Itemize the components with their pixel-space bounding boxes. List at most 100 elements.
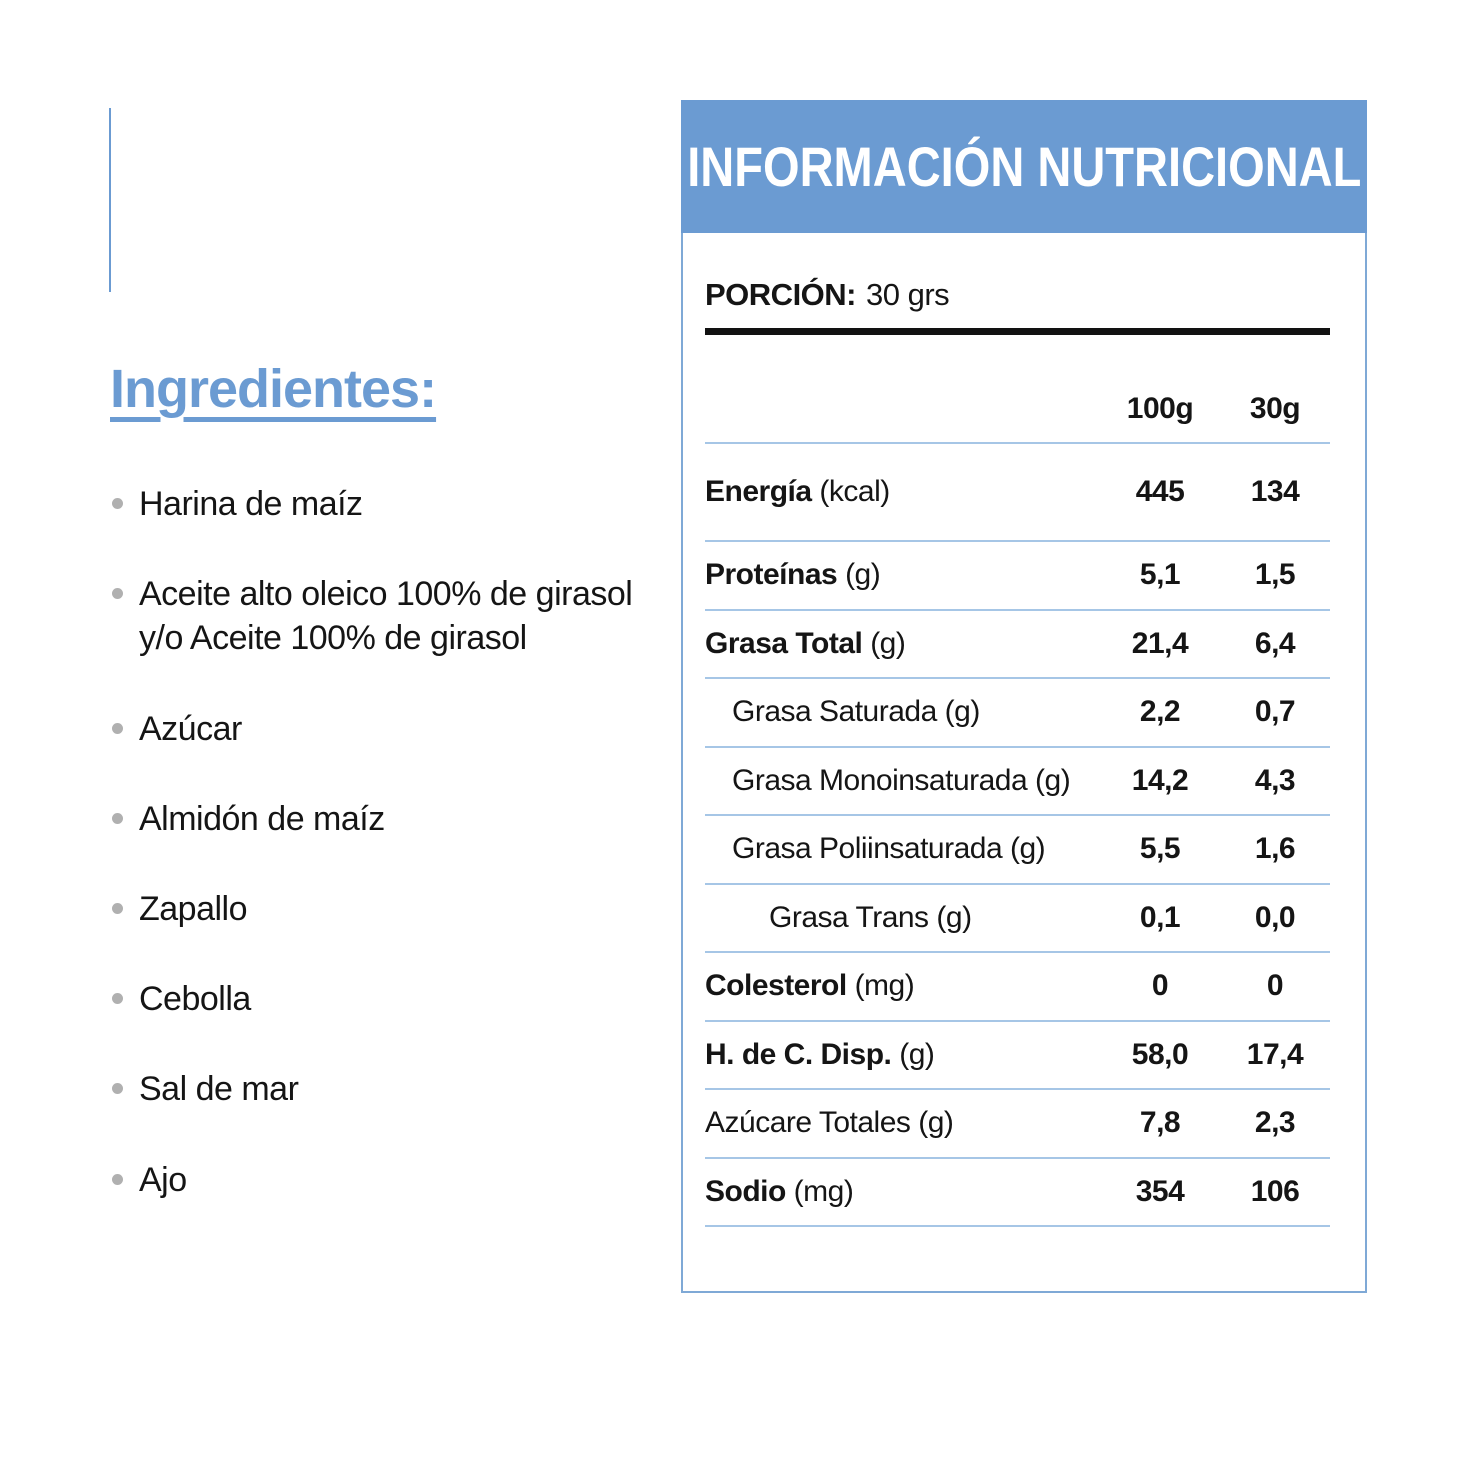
- value-per-30g: 1,6: [1254, 832, 1296, 866]
- nutrient-unit: (g): [899, 1037, 935, 1071]
- bullet-icon: [112, 993, 123, 1005]
- value-per-30g: 0,7: [1254, 695, 1296, 729]
- nutrient-unit: (kcal): [819, 475, 890, 508]
- nutrient-unit: (g): [845, 558, 881, 592]
- nutrient-name: Azúcare Totales: [705, 1106, 911, 1140]
- nutrient-row: Sodio (mg) 354 106: [705, 1159, 1330, 1227]
- bullet-icon: [112, 903, 123, 915]
- nutrient-label: Sodio (mg): [705, 1175, 1100, 1209]
- column-header-row: 100g 30g: [705, 335, 1330, 444]
- value-per-100g: 445: [1135, 475, 1185, 508]
- bullet-icon: [112, 1083, 123, 1095]
- ingredients-list: Harina de maíz Aceite alto oleico 100% de…: [110, 482, 670, 1202]
- value-per-30g: 6,4: [1254, 626, 1296, 660]
- nutrient-name: Grasa Saturada: [732, 695, 937, 729]
- nutrient-row: H. de C. Disp. (g) 58,0 17,4: [705, 1022, 1330, 1090]
- nutrient-label: Grasa Poliinsaturada (g): [705, 832, 1100, 866]
- nutrient-row: Grasa Monoinsaturada (g) 14,2 4,3: [705, 748, 1330, 816]
- nutrient-unit: (mg): [854, 969, 915, 1003]
- value-per-100g: 354: [1135, 1174, 1185, 1208]
- nutrient-unit: (g): [936, 900, 972, 934]
- ingredient-text: Sal de mar: [139, 1070, 299, 1109]
- nutrient-label: Colesterol (mg): [705, 969, 1100, 1003]
- nutrient-name: Sodio: [705, 1174, 786, 1208]
- ingredient-item: Cebolla: [110, 977, 670, 1021]
- nutrient-row: Grasa Trans (g) 0,1 0,0: [705, 885, 1330, 953]
- nutrient-row: Grasa Saturada (g) 2,2 0,7: [705, 679, 1330, 748]
- nutrient-name: Grasa Monoinsaturada: [732, 763, 1028, 797]
- ingredients-heading: Ingredientes:: [110, 359, 437, 419]
- value-per-30g: 0: [1266, 969, 1284, 1003]
- value-per-100g: 0,1: [1139, 900, 1181, 934]
- value-per-30g: 4,3: [1254, 763, 1296, 797]
- value-per-30g: 106: [1250, 1174, 1300, 1208]
- value-per-100g: 5,5: [1139, 832, 1181, 866]
- value-per-100g: 7,8: [1139, 1106, 1181, 1140]
- value-per-100g: 21,4: [1131, 626, 1189, 660]
- ingredient-item: Aceite alto oleico 100% de girasol y/o A…: [110, 572, 670, 660]
- nutrient-row: Grasa Poliinsaturada (g) 5,5 1,6: [705, 816, 1330, 885]
- nutrient-row: Proteínas (g) 5,1 1,5: [705, 542, 1330, 611]
- value-per-30g: 2,3: [1254, 1106, 1296, 1140]
- nutrition-header: INFORMACIÓN NUTRICIONAL: [681, 100, 1367, 233]
- nutrition-table: 100g 30g Energía (kcal) 445 134 Proteínas (…: [705, 335, 1330, 1227]
- bullet-icon: [112, 1173, 123, 1185]
- value-per-100g: 0: [1151, 969, 1169, 1003]
- value-per-100g: 5,1: [1139, 558, 1181, 592]
- ingredient-item: Sal de mar: [110, 1067, 670, 1111]
- nutrient-name: Grasa Poliinsaturada: [732, 832, 1003, 866]
- ingredients-section: Ingredientes: Harina de maíz Aceite alto …: [110, 358, 670, 1202]
- nutrient-name: Proteínas: [705, 558, 838, 592]
- ingredient-item: Almidón de maíz: [110, 797, 670, 841]
- nutrient-label: Proteínas (g): [705, 558, 1100, 592]
- nutrient-unit: (g): [944, 695, 981, 729]
- nutrition-body: PORCIÓN: 30 grs 100g 30g Energía (kcal) 44…: [681, 233, 1367, 1293]
- nutrient-unit: (g): [1010, 832, 1046, 866]
- nutrient-row: Azúcare Totales (g) 7,8 2,3: [705, 1090, 1330, 1159]
- ingredient-text: Harina de maíz: [139, 485, 363, 524]
- ingredient-item: Harina de maíz: [110, 482, 670, 526]
- bullet-icon: [112, 498, 123, 510]
- nutrition-panel: INFORMACIÓN NUTRICIONAL PORCIÓN: 30 grs 1…: [681, 100, 1367, 1293]
- ingredient-text: Ajo: [139, 1160, 187, 1199]
- nutrient-name: Grasa Total: [705, 626, 863, 660]
- bullet-icon: [112, 588, 123, 600]
- value-per-30g: 1,5: [1254, 558, 1296, 592]
- nutrient-name: Energía: [705, 475, 812, 508]
- value-per-100g: 58,0: [1131, 1037, 1189, 1071]
- nutrient-label: Azúcare Totales (g): [705, 1106, 1100, 1140]
- portion-row: PORCIÓN: 30 grs: [705, 277, 1330, 313]
- ingredient-text: Cebolla: [139, 980, 251, 1019]
- value-per-30g: 17,4: [1246, 1037, 1304, 1071]
- nutrition-title: INFORMACIÓN NUTRICIONAL: [686, 135, 1362, 198]
- ingredient-item: Zapallo: [110, 887, 670, 931]
- ingredient-item: Azúcar: [110, 707, 670, 751]
- ingredient-text: Azúcar: [139, 709, 242, 748]
- thick-divider: [705, 328, 1330, 335]
- bullet-icon: [112, 722, 123, 734]
- decorative-vertical-line: [109, 108, 111, 292]
- column-header-100g: 100g: [1126, 392, 1194, 425]
- nutrient-row: Colesterol (mg) 0 0: [705, 953, 1330, 1022]
- value-per-30g: 0,0: [1254, 900, 1296, 934]
- nutrient-label: Grasa Saturada (g): [705, 695, 1100, 729]
- nutrient-name: Grasa Trans: [769, 900, 929, 934]
- nutrient-unit: (g): [870, 626, 906, 660]
- nutrient-label: Grasa Monoinsaturada (g): [705, 764, 1100, 798]
- ingredient-item: Ajo: [110, 1158, 670, 1202]
- nutrient-label: Grasa Trans (g): [705, 901, 1100, 935]
- portion-value: 30 grs: [866, 277, 950, 312]
- portion-label: PORCIÓN:: [705, 277, 857, 312]
- nutrient-unit: (g): [1035, 763, 1071, 797]
- nutrient-unit: (mg): [793, 1174, 854, 1208]
- ingredient-text: Almidón de maíz: [139, 799, 385, 838]
- nutrient-unit: (g): [918, 1106, 954, 1140]
- nutrient-row: Energía (kcal) 445 134: [705, 444, 1330, 542]
- value-per-30g: 134: [1250, 475, 1300, 508]
- bullet-icon: [112, 812, 123, 824]
- value-per-100g: 14,2: [1131, 763, 1189, 797]
- nutrient-label: H. de C. Disp. (g): [705, 1038, 1100, 1072]
- nutrient-label: Energía (kcal): [705, 475, 1100, 509]
- ingredient-text: Aceite alto oleico 100% de girasol y/o A…: [139, 575, 633, 658]
